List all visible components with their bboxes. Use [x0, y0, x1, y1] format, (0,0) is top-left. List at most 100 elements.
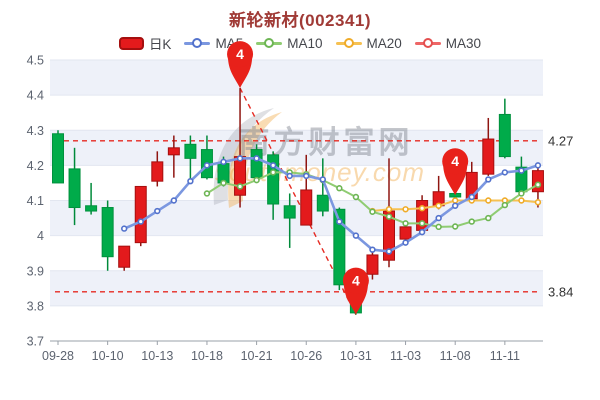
- balloon-head: [342, 267, 369, 294]
- ma5-point: [518, 167, 525, 174]
- candle-10-27[interactable]: [316, 158, 329, 217]
- watermark-text: 南方财富网: [239, 125, 414, 160]
- marker-balloon[interactable]: 4: [442, 148, 469, 196]
- marker-balloon[interactable]: 4: [227, 41, 254, 89]
- ma10-point: [435, 223, 442, 231]
- x-axis-label: 11-03: [390, 349, 421, 363]
- legend-item-ma10[interactable]: MA10: [256, 36, 323, 51]
- candle-body: [101, 207, 114, 258]
- candle-10-14[interactable]: [167, 135, 180, 178]
- y-axis-label: 4: [37, 229, 44, 243]
- ma5-point: [336, 218, 343, 225]
- chart-title: 新轮新材(002341): [228, 11, 372, 30]
- candle-10-25[interactable]: [283, 193, 296, 248]
- candle-10-10[interactable]: [101, 200, 114, 271]
- ma5-point: [534, 162, 542, 169]
- ma10-point: [418, 220, 426, 227]
- ma20-point: [385, 206, 393, 213]
- x-axis-label: 10-31: [340, 349, 372, 363]
- candle-body: [267, 154, 280, 205]
- candle-body: [498, 113, 511, 158]
- ma10-point: [402, 220, 409, 227]
- ma10-point: [369, 208, 376, 215]
- y-axis-label: 4.3: [27, 124, 44, 138]
- candle-10-12[interactable]: [134, 185, 147, 247]
- x-axis-label: 10-26: [290, 349, 322, 363]
- marker-balloon[interactable]: 4: [342, 267, 369, 315]
- candle-body: [151, 161, 164, 182]
- candle-body: [333, 208, 346, 286]
- x-axis-label: 10-18: [191, 349, 223, 363]
- candle-10-21[interactable]: [250, 144, 263, 180]
- ma5-point: [303, 172, 310, 180]
- ma5-point: [402, 239, 409, 246]
- band: [50, 60, 543, 96]
- candle-body: [366, 254, 379, 275]
- x-axis-label: 11-08: [440, 349, 471, 363]
- balloon-tail: [443, 166, 468, 196]
- x-axis-label: 10-10: [92, 349, 124, 363]
- legend-label-dayk: 日K: [148, 37, 172, 52]
- ma5-point: [236, 155, 244, 162]
- candle-11-01[interactable]: [366, 251, 379, 280]
- plot-background-bands: [50, 60, 543, 341]
- x-axis-label: 10-21: [241, 349, 273, 363]
- ma5-point: [501, 169, 509, 176]
- candle-body: [300, 189, 313, 226]
- band: [50, 270, 543, 306]
- ma5-point: [319, 176, 326, 183]
- candle-10-13[interactable]: [151, 151, 164, 187]
- ma5-point: [485, 176, 492, 183]
- balloon-tail: [343, 285, 368, 315]
- legend-item-ma20[interactable]: MA20: [335, 35, 402, 51]
- candle-09-28[interactable]: [52, 130, 64, 184]
- x-axis-label: 11-11: [490, 349, 520, 363]
- ma5-point: [154, 207, 161, 215]
- candle-body: [184, 143, 197, 159]
- y-axis-label: 4.2: [27, 159, 44, 173]
- reference-line-label: 4.27: [548, 133, 573, 148]
- reference-line-label: 3.84: [548, 284, 573, 299]
- ma10-point: [501, 201, 509, 209]
- x-axis-label: 09-28: [42, 349, 74, 363]
- candle-legend-icon: [118, 36, 144, 50]
- legend-item-ma30[interactable]: MA30: [414, 36, 481, 51]
- candle-10-17[interactable]: [184, 135, 197, 182]
- ma5-point: [452, 202, 459, 209]
- ma20-legend-icon: [335, 38, 362, 48]
- ma5-line[interactable]: [120, 155, 542, 255]
- ma10-point: [220, 179, 227, 187]
- candle-11-11[interactable]: [498, 98, 511, 159]
- band: [50, 95, 543, 131]
- candle-10-11[interactable]: [118, 245, 131, 271]
- legend-label-ma20: MA20: [366, 35, 402, 51]
- candle-body: [531, 170, 544, 193]
- ma20-point: [485, 197, 492, 204]
- candle-body: [316, 194, 329, 212]
- ma10-point: [534, 181, 542, 188]
- candle-body: [482, 138, 495, 175]
- ma10-point: [203, 190, 211, 197]
- candle-11-10[interactable]: [482, 117, 495, 176]
- band: [50, 305, 543, 341]
- candle-body: [134, 185, 147, 244]
- ma5-point: [220, 158, 227, 166]
- ma5-point: [286, 172, 293, 180]
- y-axis-label: 4.1: [27, 194, 44, 208]
- candle-09-30[interactable]: [85, 182, 98, 215]
- candle-10-26[interactable]: [300, 154, 313, 226]
- ma10-point: [468, 218, 475, 225]
- y-axis-label: 3.9: [27, 264, 44, 278]
- legend-item-dayk[interactable]: 日K: [118, 33, 172, 53]
- ma5-point: [369, 246, 376, 253]
- ma10-point: [518, 190, 525, 197]
- band: [50, 235, 543, 271]
- ma10-legend-icon: [256, 38, 283, 48]
- y-axis-label: 3.8: [27, 299, 44, 313]
- ma10-point: [352, 193, 360, 201]
- gridlines: [50, 59, 543, 307]
- ma20-point: [518, 197, 525, 204]
- x-axis-label: 10-13: [141, 349, 173, 363]
- candle-09-29[interactable]: [68, 147, 81, 226]
